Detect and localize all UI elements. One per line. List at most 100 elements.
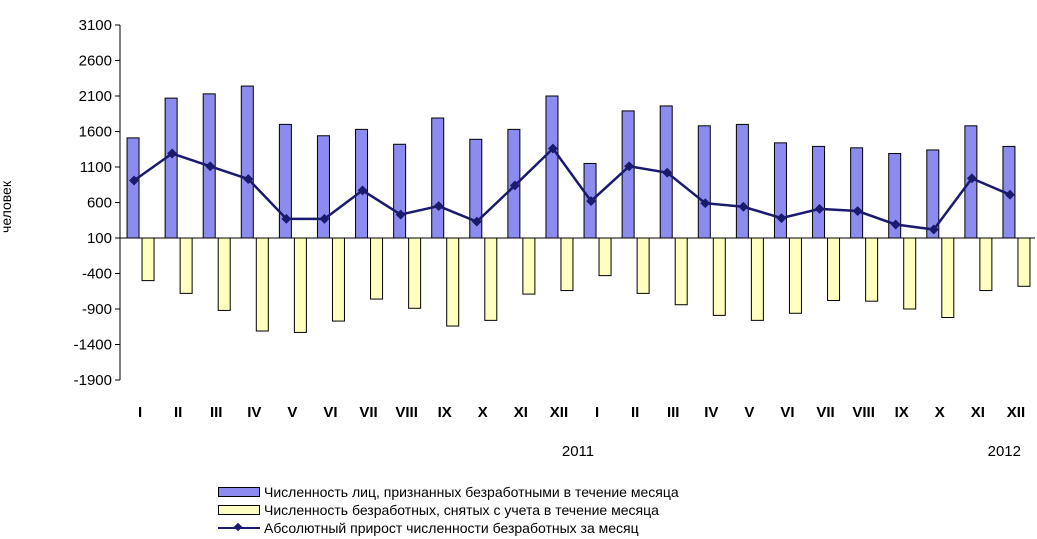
growth-point	[814, 203, 825, 214]
bar-deregistered	[560, 237, 574, 292]
legend-item-growth: Абсолютный прирост численности безработн…	[218, 519, 679, 537]
bar-deregistered	[750, 237, 764, 321]
growth-point	[395, 209, 406, 220]
bar-deregistered	[370, 237, 384, 300]
bar-deregistered	[712, 237, 726, 316]
growth-point	[319, 213, 330, 224]
y-tick-label: 1100	[80, 159, 112, 176]
growth-point	[167, 148, 178, 159]
growth-point	[586, 196, 596, 207]
bar-registered	[812, 145, 826, 239]
growth-point	[129, 175, 139, 186]
legend-swatch-deregistered	[218, 505, 260, 515]
x-category-label: V	[287, 404, 297, 421]
bar-registered	[164, 97, 178, 239]
growth-point	[776, 213, 787, 224]
bar-deregistered	[598, 237, 612, 277]
x-category-label: XII	[1007, 404, 1025, 421]
bar-deregistered	[1017, 237, 1031, 287]
x-category-label: IV	[247, 404, 261, 421]
x-category-label: I	[595, 404, 599, 421]
legend-swatch-growth	[218, 523, 260, 533]
growth-point	[852, 206, 863, 216]
growth-point	[738, 201, 749, 212]
legend-label-growth: Абсолютный прирост численности безработн…	[264, 520, 639, 536]
y-tick-label: 600	[87, 195, 112, 212]
bar-deregistered	[217, 237, 231, 311]
bar-deregistered	[827, 237, 841, 301]
x-category-label: III	[210, 404, 223, 421]
growth-point	[700, 198, 711, 209]
bar-deregistered	[484, 237, 498, 321]
x-category-label: III	[667, 404, 680, 421]
growth-line-path	[133, 146, 1011, 231]
legend-swatch-registered	[218, 487, 260, 497]
bar-deregistered	[179, 237, 193, 294]
x-category-label: VIII	[852, 404, 875, 421]
bar-deregistered	[446, 237, 460, 327]
x-category-label: XII	[550, 404, 568, 421]
growth-point	[662, 167, 673, 178]
x-axis-categories: I II III IV V VI VII VIII IX X XI XII I II III IV V VI VII…	[138, 404, 1025, 421]
bar-deregistered	[865, 237, 879, 302]
bar-deregistered	[636, 237, 650, 294]
growth-point	[548, 143, 558, 154]
bar-registered	[393, 143, 407, 239]
x-category-label: VI	[323, 404, 337, 421]
bar-deregistered	[674, 237, 688, 306]
y-tick-label: -900	[82, 301, 112, 318]
x-category-label: II	[631, 404, 639, 421]
bar-registered	[621, 110, 635, 239]
bar-deregistered	[788, 237, 802, 314]
growth-point	[509, 180, 520, 191]
growth-point	[928, 224, 939, 235]
growth-point	[281, 213, 292, 224]
chart: человек 3100 2600 2100 1600 1100 600 100 -400 -9…	[0, 17, 1035, 460]
x-category-label: IX	[438, 404, 452, 421]
legend-item-deregistered: Численность безработных, снятых с учета …	[218, 501, 679, 519]
x-category-label: X	[935, 404, 945, 421]
legend-label-deregistered: Численность безработных, снятых с учета …	[264, 502, 659, 518]
bar-deregistered	[141, 237, 155, 282]
y-tick-label: 1600	[79, 124, 112, 141]
bar-registered	[126, 137, 140, 239]
y-tick-label: -400	[82, 266, 112, 283]
growth-point	[966, 173, 977, 184]
bar-registered	[545, 95, 559, 239]
x-category-label: VII	[359, 404, 377, 421]
bar-registered	[697, 125, 711, 239]
y-tick-label: -1900	[74, 372, 112, 389]
bar-deregistered	[255, 237, 269, 332]
bar-deregistered	[522, 237, 536, 295]
bar-deregistered	[408, 237, 422, 309]
legend: Численность лиц, признанных безработными…	[218, 483, 679, 537]
growth-point	[471, 216, 482, 227]
x-category-label: XI	[971, 404, 985, 421]
x-year-label: 2012	[988, 443, 1021, 460]
x-axis-years: 2011 2012	[562, 443, 1021, 460]
y-tick-label: 2100	[79, 88, 112, 105]
bar-registered	[240, 85, 254, 239]
growth-point	[205, 161, 216, 172]
x-category-label: II	[174, 404, 182, 421]
growth-point	[1005, 189, 1015, 200]
growth-point	[243, 174, 254, 185]
bar-deregistered	[941, 237, 955, 319]
growth-point	[890, 219, 901, 230]
bar-registered	[355, 128, 369, 239]
growth-line	[129, 143, 1015, 235]
x-category-label: IV	[704, 404, 718, 421]
legend-label-registered: Численность лиц, признанных безработными…	[264, 484, 679, 500]
bar-deregistered	[331, 237, 345, 322]
growth-point	[624, 161, 635, 172]
bar-registered	[431, 117, 445, 239]
legend-item-registered: Численность лиц, признанных безработными…	[218, 483, 679, 501]
y-axis-title-text: человек	[0, 180, 14, 233]
bars	[126, 85, 1031, 333]
bar-registered	[773, 142, 787, 239]
x-category-label: XI	[514, 404, 528, 421]
x-category-label: VI	[780, 404, 794, 421]
bar-registered	[735, 123, 749, 239]
bar-deregistered	[979, 237, 993, 292]
bar-registered	[850, 147, 864, 239]
